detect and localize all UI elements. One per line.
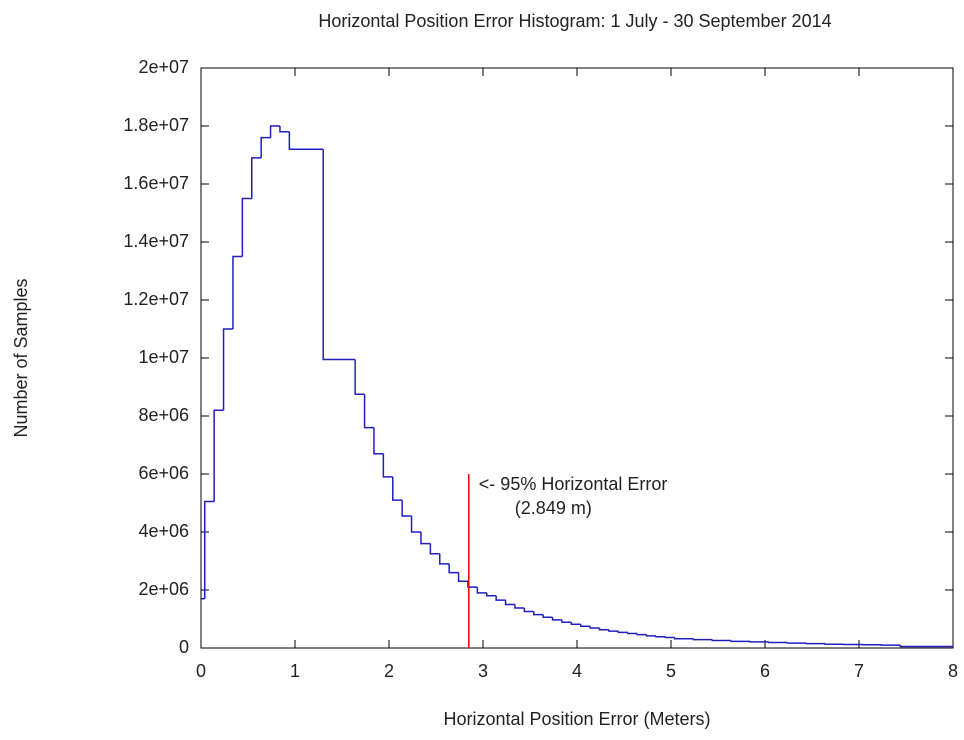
x-axis-label: Horizontal Position Error (Meters) bbox=[443, 709, 710, 729]
histogram-step bbox=[533, 611, 544, 616]
x-tick-label: 8 bbox=[948, 661, 958, 681]
histogram-step bbox=[279, 126, 290, 133]
x-tick-label: 1 bbox=[290, 661, 300, 681]
histogram-step bbox=[260, 136, 271, 158]
histogram-step bbox=[322, 149, 356, 361]
y-tick-label: 6e+06 bbox=[138, 463, 189, 483]
histogram-step bbox=[401, 500, 412, 517]
histogram-step bbox=[664, 636, 675, 639]
histogram-step bbox=[354, 359, 365, 395]
histogram-step bbox=[786, 642, 807, 644]
histogram-step bbox=[692, 638, 713, 641]
histogram-step bbox=[251, 157, 262, 199]
histogram-step bbox=[457, 572, 468, 583]
histogram-step bbox=[645, 634, 656, 637]
histogram-step bbox=[598, 627, 609, 631]
histogram-step bbox=[410, 516, 421, 533]
annotation: <- 95% Horizontal Error bbox=[479, 474, 668, 494]
histogram-step bbox=[627, 632, 638, 635]
histogram-step bbox=[420, 532, 431, 545]
histogram-step bbox=[392, 476, 403, 501]
y-tick-label: 1.6e+07 bbox=[123, 173, 189, 193]
histogram-step bbox=[204, 500, 215, 599]
y-tick-label: 0 bbox=[179, 637, 189, 657]
histogram-step bbox=[542, 614, 553, 619]
histogram-step bbox=[730, 640, 750, 643]
histogram-step bbox=[655, 635, 666, 638]
histogram-step bbox=[363, 394, 374, 429]
histogram-step bbox=[523, 607, 534, 613]
histogram-step bbox=[824, 643, 844, 645]
x-tick-label: 0 bbox=[196, 661, 206, 681]
histogram-step bbox=[288, 131, 324, 150]
histogram-step bbox=[551, 617, 562, 621]
histogram-step bbox=[570, 622, 581, 625]
y-axis-label: Number of Samples bbox=[11, 278, 31, 437]
y-tick-label: 8e+06 bbox=[138, 405, 189, 425]
histogram-step bbox=[711, 639, 732, 642]
y-tick-label: 2e+06 bbox=[138, 579, 189, 599]
x-tick-label: 3 bbox=[478, 661, 488, 681]
histogram-step bbox=[382, 453, 393, 478]
y-tick-label: 4e+06 bbox=[138, 521, 189, 541]
histogram-step bbox=[222, 328, 233, 411]
y-tick-label: 1.8e+07 bbox=[123, 115, 189, 135]
histogram-step bbox=[241, 197, 252, 257]
histogram-step bbox=[514, 604, 525, 609]
histogram-step bbox=[636, 633, 647, 636]
y-tick-label: 1e+07 bbox=[138, 347, 189, 367]
histogram-step bbox=[561, 619, 572, 623]
histogram-step bbox=[439, 553, 450, 565]
histogram-step bbox=[617, 631, 628, 634]
histogram-step bbox=[504, 600, 515, 606]
x-tick-label: 5 bbox=[666, 661, 676, 681]
histogram-step bbox=[213, 409, 224, 502]
histogram-step bbox=[467, 581, 478, 588]
histogram-step bbox=[580, 624, 591, 627]
plot-frame bbox=[200, 67, 954, 649]
histogram-step bbox=[429, 543, 440, 555]
x-tick-label: 2 bbox=[384, 661, 394, 681]
x-tick-label: 4 bbox=[572, 661, 582, 681]
histogram-step bbox=[476, 587, 487, 594]
histogram-step bbox=[373, 427, 384, 455]
histogram-step bbox=[749, 641, 769, 643]
histogram-step bbox=[608, 629, 619, 632]
chart-title: Horizontal Position Error Histogram: 1 J… bbox=[318, 11, 831, 31]
y-tick-label: 1.2e+07 bbox=[123, 289, 189, 309]
histogram-step bbox=[805, 642, 826, 645]
histogram-step bbox=[232, 255, 243, 329]
histogram-step bbox=[269, 125, 280, 138]
histogram-step bbox=[495, 595, 506, 601]
x-tick-label: 6 bbox=[760, 661, 770, 681]
histogram-step bbox=[899, 645, 953, 648]
y-tick-label: 1.4e+07 bbox=[123, 231, 189, 251]
y-tick-label: 2e+07 bbox=[138, 57, 189, 77]
annotation: (2.849 m) bbox=[515, 498, 592, 518]
histogram-step bbox=[674, 637, 694, 640]
histogram-step bbox=[768, 641, 788, 644]
histogram-step bbox=[448, 563, 459, 574]
histogram-step bbox=[589, 626, 600, 629]
x-tick-label: 7 bbox=[854, 661, 864, 681]
histogram-step bbox=[486, 592, 497, 597]
